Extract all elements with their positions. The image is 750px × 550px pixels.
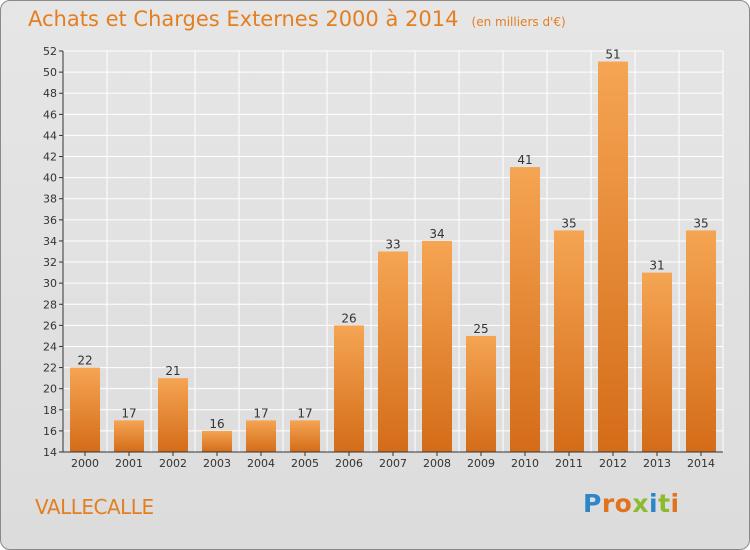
- y-tick-label: 52: [43, 45, 57, 58]
- y-tick-label: 18: [43, 404, 57, 417]
- x-tick-label: 2013: [643, 457, 671, 470]
- x-tick-label: 2008: [423, 457, 451, 470]
- y-tick-label: 50: [43, 66, 57, 79]
- bar: [246, 420, 276, 452]
- data-label: 17: [297, 406, 312, 420]
- x-tick-label: 2003: [203, 457, 231, 470]
- data-label: 22: [77, 354, 92, 368]
- bar: [598, 61, 628, 452]
- y-tick-label: 42: [43, 151, 57, 164]
- x-tick-label: 2011: [555, 457, 583, 470]
- data-label: 33: [385, 238, 400, 252]
- bar: [114, 420, 144, 452]
- x-tick-label: 2005: [291, 457, 319, 470]
- x-tick-label: 2001: [115, 457, 143, 470]
- chart-title: Achats et Charges Externes 2000 à 2014: [28, 7, 459, 31]
- data-label: 34: [429, 227, 444, 241]
- y-tick-label: 48: [43, 87, 57, 100]
- logo-letter: x: [632, 489, 649, 518]
- y-tick-label: 46: [43, 108, 57, 121]
- chart-title-block: Achats et Charges Externes 2000 à 2014 (…: [28, 7, 566, 31]
- data-label: 51: [605, 48, 620, 62]
- data-label: 26: [341, 311, 356, 325]
- bar: [202, 430, 232, 452]
- bar: [510, 167, 540, 452]
- logo-letter: i: [670, 489, 680, 518]
- bar: [378, 251, 408, 452]
- x-tick-label: 2000: [71, 457, 99, 470]
- bar: [686, 230, 716, 452]
- y-tick-label: 38: [43, 193, 57, 206]
- bars: [70, 61, 716, 452]
- bar: [290, 420, 320, 452]
- logo-letter: t: [658, 489, 671, 518]
- data-label: 25: [473, 322, 488, 336]
- y-tick-label: 32: [43, 256, 57, 269]
- data-label: 31: [649, 259, 664, 273]
- x-tick-label: 2006: [335, 457, 363, 470]
- x-tick-label: 2012: [599, 457, 627, 470]
- x-tick-label: 2002: [159, 457, 187, 470]
- logo-letter: i: [649, 489, 659, 518]
- y-tick-label: 34: [43, 235, 57, 248]
- logo-letter: r: [601, 489, 615, 518]
- data-label: 35: [561, 216, 576, 230]
- bar: [334, 325, 364, 452]
- data-label: 16: [209, 417, 224, 431]
- y-tick-label: 14: [43, 446, 57, 459]
- y-tick-label: 22: [43, 362, 57, 375]
- bar: [554, 230, 584, 452]
- x-tick-label: 2014: [687, 457, 715, 470]
- bar: [70, 367, 100, 452]
- y-tick-label: 28: [43, 298, 57, 311]
- data-label: 17: [253, 406, 268, 420]
- bar: [642, 272, 672, 452]
- labels: 14 16 18 20 22 24 26 28 30 32 34 36 38 40 42 44 46 48 50 52…: [43, 45, 715, 470]
- x-tick-label: 2010: [511, 457, 539, 470]
- x-tick-label: 2004: [247, 457, 275, 470]
- data-label: 41: [517, 153, 532, 167]
- commune-name: VALLECALLE: [35, 495, 154, 519]
- bar: [422, 240, 452, 452]
- y-tick-label: 26: [43, 319, 57, 332]
- proxiti-logo: Proxiti: [583, 489, 680, 518]
- bar: [466, 335, 496, 452]
- y-tick-label: 16: [43, 425, 57, 438]
- data-label: 35: [693, 216, 708, 230]
- data-label: 17: [121, 406, 136, 420]
- y-tick-label: 44: [43, 129, 57, 142]
- y-tick-label: 30: [43, 277, 57, 290]
- y-tick-label: 40: [43, 172, 57, 185]
- logo-letter: o: [614, 489, 633, 518]
- bar: [158, 378, 188, 452]
- y-tick-label: 20: [43, 383, 57, 396]
- chart-unit: (en milliers d'€): [471, 15, 566, 29]
- x-tick-label: 2007: [379, 457, 407, 470]
- y-tick-label: 36: [43, 214, 57, 227]
- data-label: 21: [165, 364, 180, 378]
- y-tick-label: 24: [43, 340, 57, 353]
- axes: [59, 50, 723, 456]
- x-tick-label: 2009: [467, 457, 495, 470]
- logo-letter: P: [583, 489, 602, 518]
